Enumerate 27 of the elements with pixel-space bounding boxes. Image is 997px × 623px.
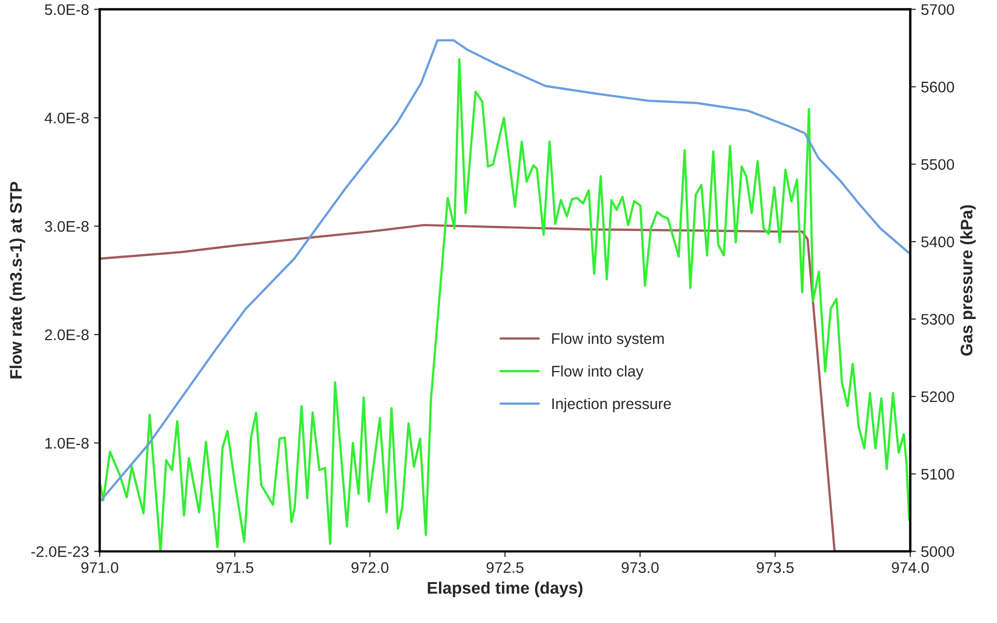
y-tick-label: 3.0E-8 (44, 221, 89, 232)
x-tick-label: 974.0 (892, 562, 929, 573)
y-tick-label: 5.0E-8 (44, 4, 89, 16)
x-tick-label: 972.0 (351, 562, 388, 573)
legend-label: Injection pressure (552, 398, 671, 412)
x-tick-label: 971.0 (81, 562, 118, 573)
x-axis-title: Elapsed time (days) (428, 582, 582, 598)
x-tick-label: 973.0 (622, 562, 659, 573)
x-tick-label: 971.5 (216, 562, 254, 573)
x-tick-label: 973.5 (756, 562, 794, 573)
y-axis-title: Flow rate (m3.s-1) at STP (10, 182, 26, 378)
y2-tick-label: 5600 (921, 82, 954, 92)
y2-axis-title: Gas pressure (kPa) (960, 205, 976, 356)
x-tick-label: 972.5 (486, 562, 524, 573)
y2-tick-label: 5200 (921, 391, 954, 402)
y-tick-label: 1.0E-8 (45, 438, 89, 449)
y-tick-label: -2.0E-23 (31, 546, 89, 558)
legend-label: Flow into clay (552, 365, 644, 380)
y-tick-label: 4.0E-8 (44, 112, 89, 124)
legend-label: Flow into system (552, 332, 664, 348)
y2-tick-label: 5100 (921, 468, 954, 480)
y-tick-label: 2.0E-8 (45, 329, 89, 340)
y2-tick-label: 5000 (921, 546, 954, 558)
y2-tick-label: 5400 (921, 236, 954, 248)
y2-tick-label: 5500 (921, 159, 954, 170)
y2-tick-label: 5700 (921, 4, 954, 16)
y2-tick-label: 5300 (921, 314, 954, 325)
